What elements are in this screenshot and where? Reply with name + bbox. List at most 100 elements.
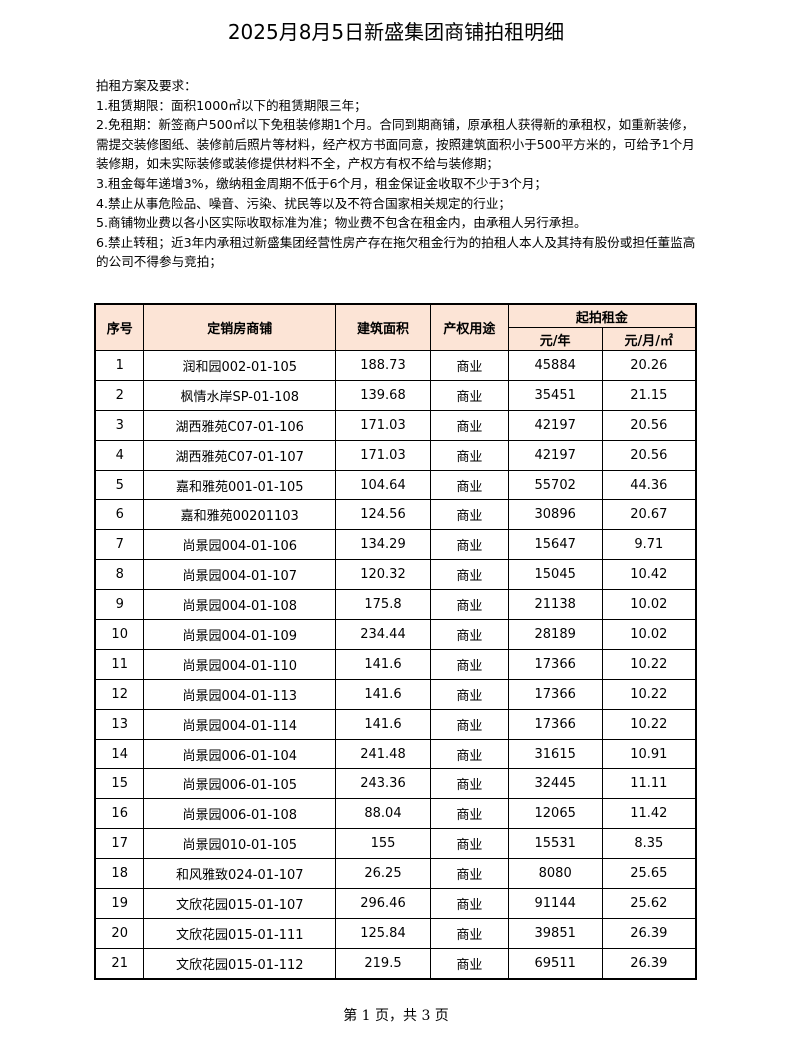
cell-rent-month-sqm: 11.42 bbox=[601, 798, 697, 830]
cell-rent-month-sqm: 44.36 bbox=[601, 469, 697, 501]
requirement-item: 5.商铺物业费以各小区实际收取标准为准；物业费不包含在租金内，由承租人另行承担。 bbox=[96, 215, 587, 231]
cell-no: 11 bbox=[94, 648, 145, 680]
cell-rent-month-sqm: 10.02 bbox=[601, 619, 697, 650]
requirement-item: 4.禁止从事危险品、噪音、污染、扰民等以及不符合国家相关规定的行业； bbox=[96, 195, 512, 211]
cell-area: 120.32 bbox=[335, 559, 431, 591]
cell-shop: 尚景园004-01-108 bbox=[143, 589, 337, 621]
cell-no: 19 bbox=[94, 888, 145, 919]
cell-area: 171.03 bbox=[335, 439, 431, 471]
cell-area: 125.84 bbox=[335, 917, 431, 949]
header-usage: 产权用途 bbox=[429, 303, 509, 351]
table-row: 13 尚景园004-01-114 141.6 商业 17366 10.22 bbox=[94, 708, 697, 740]
table-row: 8 尚景园004-01-107 120.32 商业 15045 10.42 bbox=[94, 559, 697, 591]
cell-rent-month-sqm: 10.22 bbox=[601, 708, 697, 740]
cell-usage: 商业 bbox=[429, 858, 509, 890]
cell-rent-month-sqm: 20.56 bbox=[601, 409, 697, 441]
cell-area: 26.25 bbox=[335, 858, 431, 890]
cell-rent-month-sqm: 20.67 bbox=[601, 499, 697, 531]
cell-usage: 商业 bbox=[429, 439, 509, 471]
table-row: 12 尚景园004-01-113 141.6 商业 17366 10.22 bbox=[94, 678, 697, 710]
cell-shop: 尚景园004-01-113 bbox=[143, 678, 337, 710]
cell-rent-year: 30896 bbox=[507, 499, 603, 531]
cell-rent-year: 15647 bbox=[507, 529, 603, 561]
requirement-item: 6.禁止转租；近3年内承租过新盛集团经营性房产存在拖欠租金行为的拍租人本人及其持… bbox=[96, 234, 696, 270]
table-row: 17 尚景园010-01-105 155 商业 15531 8.35 bbox=[94, 828, 697, 860]
cell-rent-month-sqm: 21.15 bbox=[601, 379, 697, 411]
cell-area: 171.03 bbox=[335, 409, 431, 441]
cell-area: 141.6 bbox=[335, 708, 431, 740]
requirement-item: 3.租金每年递增3%，缴纳租金周期不低于6个月，租金保证金收取不少于3个月； bbox=[96, 175, 548, 191]
table-row: 10 尚景园004-01-109 234.44 商业 28189 10.02 bbox=[94, 619, 697, 650]
cell-area: 141.6 bbox=[335, 678, 431, 710]
table-row: 9 尚景园004-01-108 175.8 商业 21138 10.02 bbox=[94, 589, 697, 621]
cell-rent-month-sqm: 25.62 bbox=[601, 888, 697, 919]
requirement-item: 1.租赁期限：面积1000㎡以下的租赁期限三年； bbox=[96, 97, 367, 113]
header-no: 序号 bbox=[94, 303, 145, 351]
table-row: 15 尚景园006-01-105 243.36 商业 32445 11.11 bbox=[94, 768, 697, 800]
cell-rent-month-sqm: 26.39 bbox=[601, 947, 697, 980]
cell-rent-year: 17366 bbox=[507, 648, 603, 680]
cell-area: 175.8 bbox=[335, 589, 431, 621]
cell-area: 296.46 bbox=[335, 888, 431, 919]
table-row: 20 文欣花园015-01-111 125.84 商业 39851 26.39 bbox=[94, 917, 697, 949]
cell-rent-month-sqm: 8.35 bbox=[601, 828, 697, 860]
cell-usage: 商业 bbox=[429, 888, 509, 919]
cell-area: 88.04 bbox=[335, 798, 431, 830]
cell-rent-year: 15045 bbox=[507, 559, 603, 591]
requirements-heading: 拍租方案及要求： bbox=[96, 78, 197, 93]
header-per-month-sqm: 元/月/㎡ bbox=[601, 327, 697, 351]
cell-shop: 尚景园006-01-108 bbox=[143, 798, 337, 830]
cell-shop: 尚景园004-01-114 bbox=[143, 708, 337, 740]
cell-shop: 嘉和雅苑00201103 bbox=[143, 499, 337, 531]
cell-no: 9 bbox=[94, 589, 145, 621]
cell-rent-month-sqm: 10.22 bbox=[601, 678, 697, 710]
cell-rent-month-sqm: 10.42 bbox=[601, 559, 697, 591]
cell-no: 17 bbox=[94, 828, 145, 860]
cell-rent-month-sqm: 10.91 bbox=[601, 738, 697, 770]
cell-shop: 湖西雅苑C07-01-106 bbox=[143, 409, 337, 441]
cell-shop: 湖西雅苑C07-01-107 bbox=[143, 439, 337, 471]
cell-area: 219.5 bbox=[335, 947, 431, 980]
cell-rent-year: 42197 bbox=[507, 409, 603, 441]
cell-rent-month-sqm: 9.71 bbox=[601, 529, 697, 561]
cell-no: 21 bbox=[94, 947, 145, 980]
cell-rent-year: 8080 bbox=[507, 858, 603, 890]
cell-rent-year: 39851 bbox=[507, 917, 603, 949]
table-row: 2 枫情水岸SP-01-108 139.68 商业 35451 21.15 bbox=[94, 379, 697, 411]
cell-shop: 和风雅致024-01-107 bbox=[143, 858, 337, 890]
cell-rent-month-sqm: 10.02 bbox=[601, 589, 697, 621]
cell-no: 20 bbox=[94, 917, 145, 949]
table-row: 16 尚景园006-01-108 88.04 商业 12065 11.42 bbox=[94, 798, 697, 830]
cell-usage: 商业 bbox=[429, 469, 509, 501]
cell-shop: 文欣花园015-01-107 bbox=[143, 888, 337, 919]
cell-shop: 润和园002-01-105 bbox=[143, 350, 337, 381]
cell-rent-month-sqm: 11.11 bbox=[601, 768, 697, 800]
cell-shop: 尚景园010-01-105 bbox=[143, 828, 337, 860]
rental-table: 序号 定销房商铺 建筑面积 产权用途 起拍租金 元/年 元/月/㎡ 1 润和园00… bbox=[94, 303, 697, 980]
cell-shop: 尚景园006-01-105 bbox=[143, 768, 337, 800]
table-row: 19 文欣花园015-01-107 296.46 商业 91144 25.62 bbox=[94, 888, 697, 919]
cell-usage: 商业 bbox=[429, 917, 509, 949]
header-per-year: 元/年 bbox=[507, 327, 603, 351]
cell-rent-month-sqm: 10.22 bbox=[601, 648, 697, 680]
table-row: 1 润和园002-01-105 188.73 商业 45884 20.26 bbox=[94, 350, 697, 381]
cell-area: 243.36 bbox=[335, 768, 431, 800]
cell-shop: 尚景园004-01-106 bbox=[143, 529, 337, 561]
table-row: 18 和风雅致024-01-107 26.25 商业 8080 25.65 bbox=[94, 858, 697, 890]
cell-usage: 商业 bbox=[429, 409, 509, 441]
table-row: 4 湖西雅苑C07-01-107 171.03 商业 42197 20.56 bbox=[94, 439, 697, 471]
cell-rent-year: 91144 bbox=[507, 888, 603, 919]
cell-rent-year: 17366 bbox=[507, 708, 603, 740]
cell-shop: 嘉和雅苑001-01-105 bbox=[143, 469, 337, 501]
cell-usage: 商业 bbox=[429, 619, 509, 650]
table-row: 3 湖西雅苑C07-01-106 171.03 商业 42197 20.56 bbox=[94, 409, 697, 441]
cell-usage: 商业 bbox=[429, 738, 509, 770]
table-row: 21 文欣花园015-01-112 219.5 商业 69511 26.39 bbox=[94, 947, 697, 980]
cell-usage: 商业 bbox=[429, 499, 509, 531]
cell-usage: 商业 bbox=[429, 350, 509, 381]
cell-no: 14 bbox=[94, 738, 145, 770]
table-row: 6 嘉和雅苑00201103 124.56 商业 30896 20.67 bbox=[94, 499, 697, 531]
cell-no: 4 bbox=[94, 439, 145, 471]
cell-rent-year: 42197 bbox=[507, 439, 603, 471]
